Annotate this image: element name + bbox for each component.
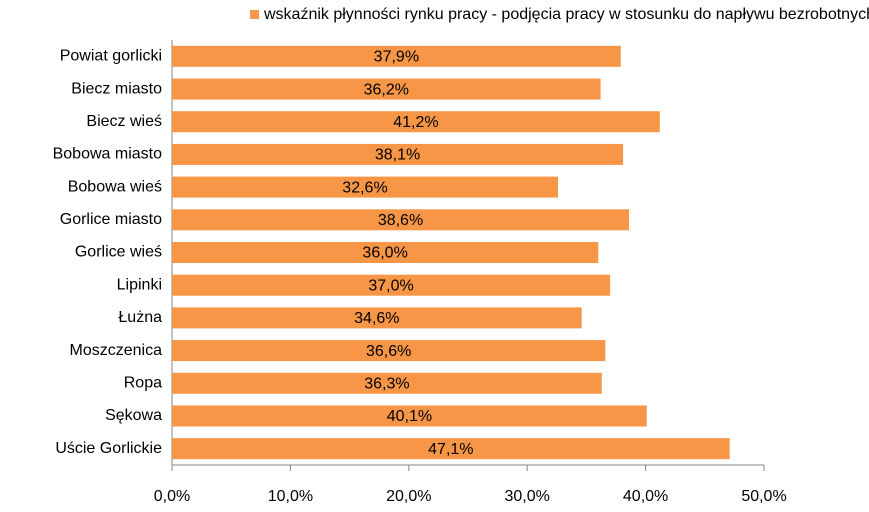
bar bbox=[172, 143, 624, 165]
legend-swatch bbox=[250, 10, 259, 19]
value-label: 41,2% bbox=[393, 114, 438, 131]
x-tick-label: 50,0% bbox=[741, 488, 786, 505]
value-label: 32,6% bbox=[342, 179, 387, 196]
value-label: 38,6% bbox=[378, 212, 423, 229]
bar bbox=[172, 405, 647, 427]
bar bbox=[172, 111, 660, 133]
y-tick-label: Powiat gorlicki bbox=[60, 48, 162, 65]
bar bbox=[172, 340, 606, 362]
value-label: 36,0% bbox=[362, 245, 407, 262]
value-label: 40,1% bbox=[387, 408, 432, 425]
y-tick-label: Lipinki bbox=[117, 276, 162, 293]
y-tick-label: Sękowa bbox=[105, 407, 162, 424]
y-tick-label: Moszczenica bbox=[70, 342, 163, 359]
value-label: 36,2% bbox=[364, 81, 409, 98]
value-label: 37,0% bbox=[368, 277, 413, 294]
bar bbox=[172, 274, 611, 296]
bar bbox=[172, 438, 730, 460]
y-tick-label: Łużna bbox=[118, 309, 162, 326]
y-tick-label: Gorlice miasto bbox=[60, 211, 162, 228]
value-label: 36,3% bbox=[364, 375, 409, 392]
x-tick-label: 20,0% bbox=[386, 488, 431, 505]
bar bbox=[172, 372, 602, 394]
y-tick-label: Ropa bbox=[124, 374, 162, 391]
bar bbox=[172, 78, 601, 100]
bar bbox=[172, 45, 621, 67]
y-tick-label: Biecz wieś bbox=[86, 113, 162, 130]
value-label: 37,9% bbox=[374, 49, 419, 66]
y-tick-label: Gorlice wieś bbox=[75, 244, 162, 261]
bar bbox=[172, 242, 599, 263]
bar bbox=[172, 307, 582, 329]
bar bbox=[172, 209, 630, 231]
x-tick-label: 40,0% bbox=[623, 488, 668, 505]
y-tick-label: Bobowa miasto bbox=[53, 146, 162, 163]
value-label: 47,1% bbox=[428, 441, 473, 458]
value-label: 38,1% bbox=[375, 147, 420, 164]
bar bbox=[172, 176, 558, 198]
y-tick-label: Bobowa wieś bbox=[68, 178, 162, 195]
y-tick-label: Biecz miasto bbox=[71, 80, 162, 97]
x-tick-label: 0,0% bbox=[154, 488, 190, 505]
x-tick-label: 10,0% bbox=[268, 488, 313, 505]
value-label: 36,6% bbox=[366, 343, 411, 360]
value-label: 34,6% bbox=[354, 310, 399, 327]
y-tick-label: Uście Gorlickie bbox=[55, 440, 162, 457]
x-tick-label: 30,0% bbox=[505, 488, 550, 505]
legend-label: wskaźnik płynności rynku pracy - podjęci… bbox=[263, 6, 869, 23]
